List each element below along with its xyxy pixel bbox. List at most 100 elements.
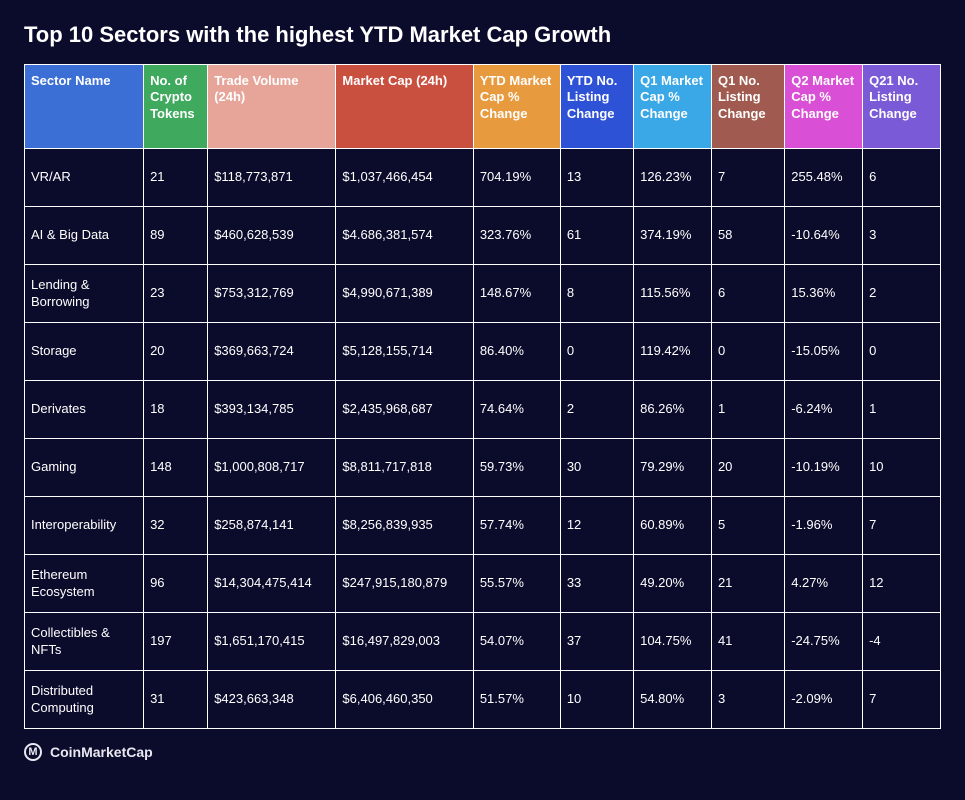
col-header-label: Q1 No. Listing Change <box>718 73 766 121</box>
table-header-row: Sector Name No. of Crypto Tokens Trade Vol… <box>25 65 941 149</box>
col-header-q1_change: Q1 Market Cap % Change <box>634 65 712 149</box>
table-row: Lending & Borrowing23$753,312,769$4,990,… <box>25 265 941 323</box>
page-title: Top 10 Sectors with the highest YTD Mark… <box>24 22 941 48</box>
col-header-label: Trade Volume (24h) <box>214 73 298 104</box>
cell-ytd_listing: 13 <box>560 149 633 207</box>
cell-q2_change: -15.05% <box>785 323 863 381</box>
cell-q2_change: 4.27% <box>785 555 863 613</box>
cell-tokens: 20 <box>144 323 208 381</box>
cell-market_cap: $4,990,671,389 <box>336 265 473 323</box>
cell-tokens: 96 <box>144 555 208 613</box>
cell-trade_vol: $1,000,808,717 <box>208 439 336 497</box>
col-header-label: No. of Crypto Tokens <box>150 73 195 121</box>
cell-q2_change: -1.96% <box>785 497 863 555</box>
cell-q2_listing: 7 <box>863 671 941 729</box>
cell-trade_vol: $258,874,141 <box>208 497 336 555</box>
cell-q1_change: 60.89% <box>634 497 712 555</box>
cell-q2_listing: 7 <box>863 497 941 555</box>
brand-name: CoinMarketCap <box>50 744 153 760</box>
cell-sector: Interoperability <box>25 497 144 555</box>
col-header-label: YTD Market Cap % Change <box>480 73 552 121</box>
cell-q1_listing: 1 <box>711 381 784 439</box>
cell-q1_change: 119.42% <box>634 323 712 381</box>
cell-q2_change: 15.36% <box>785 265 863 323</box>
table-row: Distributed Computing31$423,663,348$6,40… <box>25 671 941 729</box>
col-header-label: Sector Name <box>31 73 110 88</box>
cell-q1_change: 49.20% <box>634 555 712 613</box>
table-row: Collectibles & NFTs197$1,651,170,415$16,… <box>25 613 941 671</box>
cell-q2_change: -24.75% <box>785 613 863 671</box>
col-header-q2_change: Q2 Market Cap % Change <box>785 65 863 149</box>
cell-sector: Derivates <box>25 381 144 439</box>
cell-q1_listing: 21 <box>711 555 784 613</box>
table-row: VR/AR21$118,773,871$1,037,466,454704.19%… <box>25 149 941 207</box>
cell-ytd_listing: 10 <box>560 671 633 729</box>
cell-ytd_listing: 12 <box>560 497 633 555</box>
brand-logo-icon: M <box>24 743 42 761</box>
cell-tokens: 23 <box>144 265 208 323</box>
col-header-ytd_change: YTD Market Cap % Change <box>473 65 560 149</box>
col-header-label: Market Cap (24h) <box>342 73 447 88</box>
cell-ytd_change: 704.19% <box>473 149 560 207</box>
cell-ytd_listing: 0 <box>560 323 633 381</box>
cell-sector: Collectibles & NFTs <box>25 613 144 671</box>
cell-q1_change: 104.75% <box>634 613 712 671</box>
cell-ytd_listing: 37 <box>560 613 633 671</box>
cell-market_cap: $16,497,829,003 <box>336 613 473 671</box>
cell-sector: VR/AR <box>25 149 144 207</box>
cell-sector: Gaming <box>25 439 144 497</box>
cell-q2_change: -10.64% <box>785 207 863 265</box>
cell-market_cap: $8,811,717,818 <box>336 439 473 497</box>
cell-q1_listing: 7 <box>711 149 784 207</box>
cell-tokens: 197 <box>144 613 208 671</box>
col-header-label: Q21 No. Listing Change <box>869 73 918 121</box>
cell-trade_vol: $369,663,724 <box>208 323 336 381</box>
cell-q1_listing: 6 <box>711 265 784 323</box>
cell-tokens: 18 <box>144 381 208 439</box>
cell-q1_listing: 0 <box>711 323 784 381</box>
col-header-q2_listing: Q21 No. Listing Change <box>863 65 941 149</box>
cell-ytd_change: 55.57% <box>473 555 560 613</box>
cell-q2_listing: 2 <box>863 265 941 323</box>
cell-q2_change: 255.48% <box>785 149 863 207</box>
cell-q1_change: 126.23% <box>634 149 712 207</box>
table-row: Gaming148$1,000,808,717$8,811,717,81859.… <box>25 439 941 497</box>
cell-q1_listing: 41 <box>711 613 784 671</box>
cell-ytd_change: 148.67% <box>473 265 560 323</box>
table-row: Derivates18$393,134,785$2,435,968,68774.… <box>25 381 941 439</box>
table-row: AI & Big Data89$460,628,539$4.686,381,57… <box>25 207 941 265</box>
cell-market_cap: $247,915,180,879 <box>336 555 473 613</box>
cell-q2_listing: 0 <box>863 323 941 381</box>
cell-ytd_change: 54.07% <box>473 613 560 671</box>
cell-sector: Storage <box>25 323 144 381</box>
cell-trade_vol: $460,628,539 <box>208 207 336 265</box>
cell-q2_listing: -4 <box>863 613 941 671</box>
cell-ytd_change: 59.73% <box>473 439 560 497</box>
cell-ytd_change: 86.40% <box>473 323 560 381</box>
cell-tokens: 89 <box>144 207 208 265</box>
cell-market_cap: $1,037,466,454 <box>336 149 473 207</box>
col-header-ytd_listing: YTD No. Listing Change <box>560 65 633 149</box>
cell-market_cap: $8,256,839,935 <box>336 497 473 555</box>
page-container: Top 10 Sectors with the highest YTD Mark… <box>0 0 965 775</box>
cell-tokens: 148 <box>144 439 208 497</box>
cell-trade_vol: $393,134,785 <box>208 381 336 439</box>
cell-q1_change: 79.29% <box>634 439 712 497</box>
cell-ytd_change: 57.74% <box>473 497 560 555</box>
cell-q2_change: -2.09% <box>785 671 863 729</box>
col-header-label: Q2 Market Cap % Change <box>791 73 854 121</box>
cell-tokens: 32 <box>144 497 208 555</box>
sectors-table: Sector Name No. of Crypto Tokens Trade Vol… <box>24 64 941 729</box>
col-header-sector: Sector Name <box>25 65 144 149</box>
col-header-label: YTD No. Listing Change <box>567 73 618 121</box>
col-header-label: Q1 Market Cap % Change <box>640 73 703 121</box>
cell-ytd_listing: 8 <box>560 265 633 323</box>
col-header-market_cap: Market Cap (24h) <box>336 65 473 149</box>
cell-market_cap: $5,128,155,714 <box>336 323 473 381</box>
cell-sector: Distributed Computing <box>25 671 144 729</box>
cell-ytd_listing: 33 <box>560 555 633 613</box>
cell-market_cap: $6,406,460,350 <box>336 671 473 729</box>
col-header-q1_listing: Q1 No. Listing Change <box>711 65 784 149</box>
cell-q1_listing: 5 <box>711 497 784 555</box>
cell-market_cap: $2,435,968,687 <box>336 381 473 439</box>
